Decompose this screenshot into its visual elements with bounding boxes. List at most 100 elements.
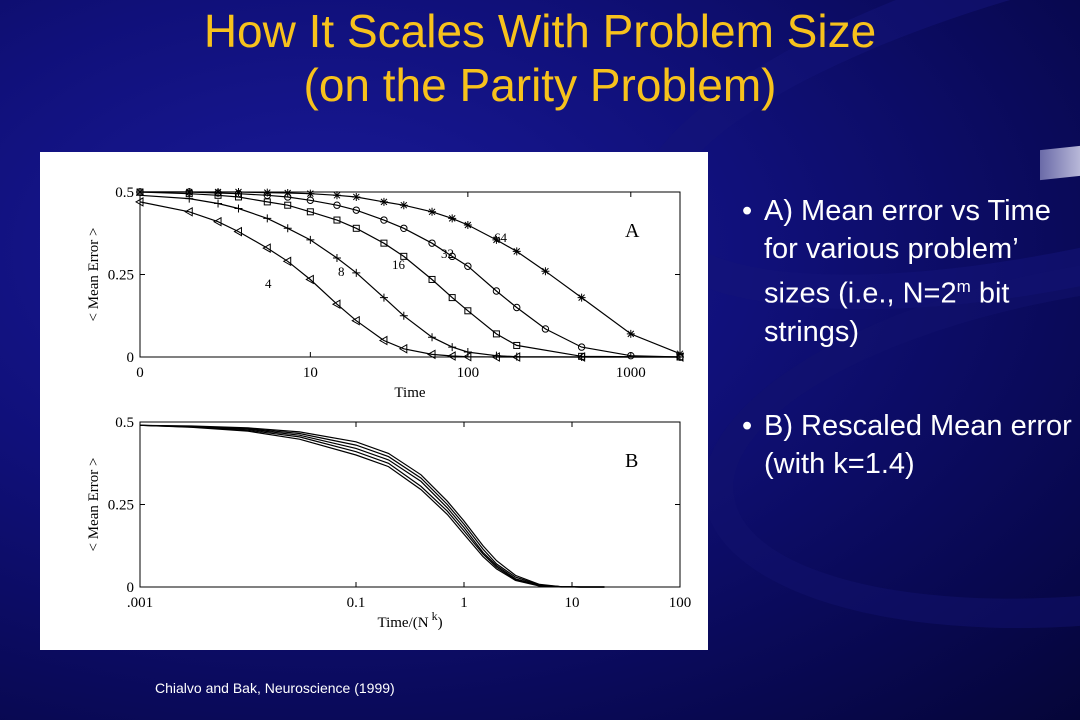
y-axis-label: < Mean Error >	[86, 228, 102, 322]
data-marker	[331, 299, 341, 310]
slide-title: How It Scales With Problem Size (on the …	[0, 4, 1080, 112]
data-marker	[541, 267, 550, 276]
data-marker	[512, 352, 521, 361]
data-marker	[627, 351, 635, 360]
y-tick-label: 0	[127, 580, 135, 596]
series-line	[139, 424, 605, 588]
data-marker	[306, 208, 314, 216]
plot-frame	[139, 421, 681, 588]
data-marker	[380, 216, 388, 224]
data-marker	[351, 315, 360, 326]
data-marker	[400, 252, 408, 260]
data-marker	[333, 216, 341, 224]
data-marker	[577, 343, 586, 351]
title-line-2: (on the Parity Problem)	[303, 59, 777, 111]
data-marker	[428, 275, 436, 283]
data-marker	[492, 287, 501, 295]
data-marker	[284, 201, 292, 209]
bullet-b-text: B) Rescaled Mean error (with k=1.4)	[764, 409, 1072, 480]
data-marker	[398, 343, 408, 354]
bullet-a-text: A) Mean error vs Time for various proble…	[764, 195, 1051, 310]
y-tick-label: 0.5	[115, 185, 134, 201]
data-marker	[283, 188, 292, 197]
data-marker	[213, 216, 222, 227]
data-marker	[512, 247, 521, 256]
data-marker	[399, 201, 408, 210]
data-marker	[352, 206, 360, 214]
data-marker	[448, 252, 456, 261]
data-marker	[263, 188, 272, 197]
panel-label: A	[625, 220, 640, 242]
title-line-1: How It Scales With Problem Size	[203, 5, 877, 57]
x-axis-label-superscript: k	[432, 609, 438, 623]
y-tick-label: 0.5	[115, 415, 134, 431]
bullet-dot: •	[742, 409, 753, 442]
data-marker	[513, 341, 521, 349]
data-marker	[306, 235, 315, 244]
data-marker	[492, 330, 500, 338]
x-tick-label: 10	[565, 595, 580, 611]
data-marker	[185, 188, 194, 196]
bullet-item-b: • B) Rescaled Mean error (with k=1.4)	[742, 407, 1072, 483]
bullet-list: • A) Mean error vs Time for various prob…	[742, 192, 1072, 483]
series-label: 16	[392, 257, 406, 272]
data-marker	[136, 188, 144, 196]
y-tick-label: 0.25	[108, 268, 134, 284]
data-marker	[448, 343, 457, 352]
data-marker	[262, 243, 271, 253]
series-line	[139, 424, 605, 588]
x-tick-label: 10	[303, 365, 318, 381]
data-marker	[352, 224, 360, 232]
data-marker	[380, 239, 388, 247]
series-label: 32	[441, 246, 454, 261]
x-axis-label-close: )	[438, 615, 443, 631]
data-marker	[464, 307, 472, 315]
x-tick-label: 1	[460, 595, 468, 611]
figure-panel: 0 10 100 1000 0 0.25 0.5 Time < Mean Error > A 4 8 1…	[40, 152, 708, 650]
data-marker	[379, 293, 388, 302]
data-marker	[283, 224, 292, 233]
data-marker	[513, 303, 521, 312]
citation: Chialvo and Bak, Neuroscience (1999)	[155, 680, 395, 696]
data-marker	[577, 293, 586, 302]
data-marker	[306, 189, 315, 198]
series-label: 64	[494, 230, 508, 245]
data-marker	[428, 207, 437, 216]
data-marker	[626, 329, 635, 338]
data-marker	[428, 333, 437, 342]
series-label: 8	[338, 264, 345, 279]
data-marker	[428, 239, 436, 247]
data-marker	[282, 256, 292, 267]
y-axis-label: < Mean Error >	[86, 458, 102, 552]
data-marker	[263, 214, 272, 223]
data-marker	[332, 254, 341, 262]
data-marker	[332, 191, 341, 200]
background-accent	[1040, 145, 1080, 181]
x-axis-label: Time	[394, 385, 425, 401]
data-marker	[184, 206, 193, 217]
data-marker	[463, 221, 472, 229]
data-marker	[234, 204, 243, 213]
series-line	[139, 424, 605, 588]
data-marker	[448, 214, 457, 223]
data-marker	[447, 351, 456, 361]
series-label: 4	[265, 276, 272, 291]
bullet-a-suffix: bit strings)	[764, 277, 1010, 348]
data-marker	[399, 311, 408, 320]
bullet-item-a: • A) Mean error vs Time for various prob…	[742, 192, 1072, 351]
x-tick-label: 100	[669, 595, 692, 611]
bullet-dot: •	[742, 195, 753, 227]
data-marker	[134, 197, 144, 207]
series-line	[139, 424, 605, 588]
data-marker	[305, 274, 314, 285]
data-marker	[676, 349, 684, 358]
x-axis-label: Time/(N k)	[377, 609, 442, 631]
data-marker	[234, 188, 243, 196]
data-marker	[233, 226, 242, 237]
data-marker	[427, 349, 436, 360]
data-marker	[379, 197, 388, 206]
data-marker	[378, 335, 388, 346]
x-tick-label: 0	[136, 365, 144, 381]
data-marker	[541, 325, 550, 333]
